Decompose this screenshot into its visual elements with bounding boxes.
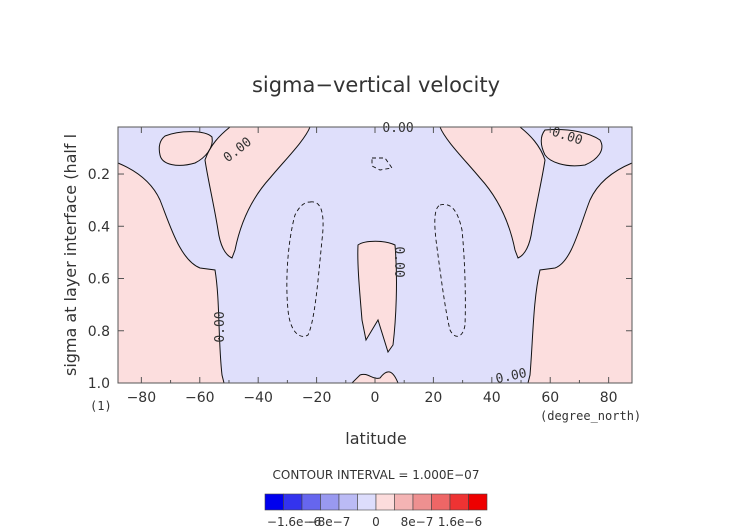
positive-region-east — [528, 163, 632, 383]
contour-label-se: 0.00 — [494, 366, 528, 387]
zero-contour-east — [527, 162, 633, 384]
x-tick-label: −40 — [243, 390, 273, 406]
colorbar-swatch — [338, 493, 358, 511]
negative-contour-west — [286, 201, 324, 337]
positive-region-west — [118, 163, 224, 383]
contour-interval-text: CONTOUR INTERVAL = 1.000E−07 — [273, 468, 480, 482]
colorbar-labels: −1.6e−6−8e−7 0 8e−7 1.6e−6 — [267, 515, 482, 529]
colorbar-swatch — [320, 493, 340, 511]
positive-region-ne-upper — [541, 129, 602, 166]
zero-contour-west — [117, 162, 225, 384]
zero-contour-nw-upper — [158, 131, 213, 166]
colorbar-swatch — [264, 493, 284, 511]
colorbar-label: 0 — [372, 515, 380, 529]
y-axis: 0.2 0.4 0.6 0.8 1.0 — [88, 167, 632, 392]
y-axis-title: sigma at layer interface (half l — [61, 134, 80, 376]
plot-area: 0.00 0.00 0.00 0.00 0.00 0.00 — [117, 121, 633, 387]
contour-label-top-center: 0.00 — [382, 121, 413, 136]
y-tick-label: 0.4 — [88, 219, 110, 235]
x-tick-label: −80 — [127, 390, 157, 406]
x-axis-units: (degree_north) — [540, 409, 641, 423]
positive-region-north-west — [205, 127, 310, 258]
positive-region-center — [357, 241, 397, 352]
zero-contour-center — [357, 240, 397, 354]
x-tick-label: 20 — [424, 390, 442, 406]
negative-contour-north-center — [371, 157, 393, 171]
colorbar-swatch — [449, 493, 469, 511]
colorbar-swatch — [468, 493, 488, 511]
x-tick-label: 60 — [541, 390, 559, 406]
contour-label-center: 0.00 — [391, 246, 406, 277]
negative-contours — [286, 157, 466, 337]
y-tick-label: 0.2 — [88, 167, 110, 183]
colorbar-swatch — [394, 493, 414, 511]
zero-contour-north-west — [204, 126, 311, 259]
zero-contour-north-east — [439, 126, 546, 259]
x-tick-label: 0 — [371, 390, 380, 406]
x-tick-label: 40 — [483, 390, 501, 406]
colorbar-swatch — [301, 493, 321, 511]
positive-region-north-east — [440, 127, 545, 258]
y-axis-units: (1) — [90, 399, 112, 413]
colorbar-label: 1.6e−6 — [438, 515, 482, 529]
x-axis-title: latitude — [345, 429, 406, 448]
contour-label-west: 0.00 — [213, 311, 228, 342]
zero-contours — [117, 126, 633, 384]
x-axis: −80 −60 −40 −20 0 20 40 60 80 — [127, 127, 618, 406]
colorbar — [264, 493, 488, 511]
colorbar-swatch — [412, 493, 432, 511]
y-tick-label: 1.0 — [88, 376, 110, 392]
y-tick-label: 0.6 — [88, 272, 110, 288]
colorbar-label: 8e−7 — [401, 515, 434, 529]
negative-contour-east — [434, 204, 466, 337]
zero-contour-ne-upper — [540, 129, 603, 167]
zero-contour-bottom-center — [351, 371, 399, 384]
colorbar-swatch — [375, 493, 395, 511]
y-tick-label: 0.8 — [88, 324, 110, 340]
x-tick-label: 80 — [600, 390, 618, 406]
colorbar-swatch — [431, 493, 451, 511]
colorbar-swatch — [283, 493, 303, 511]
x-tick-label: −20 — [302, 390, 332, 406]
x-tick-label: −60 — [185, 390, 215, 406]
chart-title: sigma−vertical velocity — [252, 73, 500, 97]
colorbar-swatch — [357, 493, 377, 511]
colorbar-label: −1.6e−6 — [267, 515, 321, 529]
colorbar-label: −8e−7 — [308, 515, 351, 529]
positive-region-nw-upper — [159, 131, 213, 166]
